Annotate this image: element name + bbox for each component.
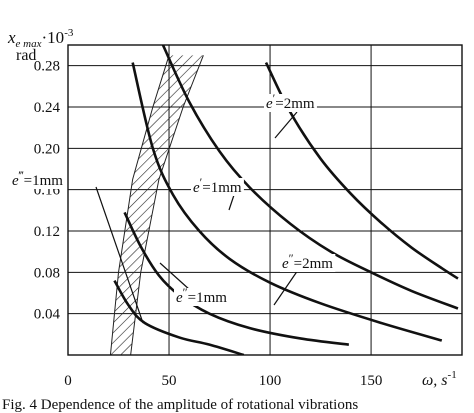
y-axis-exponent: -3 — [64, 27, 74, 39]
y-tick-label: 0.28 — [34, 59, 60, 75]
y-axis-subscript: e max — [16, 38, 42, 50]
y-axis-symbol: x — [7, 28, 16, 47]
annotation-leader — [273, 269, 299, 306]
x-tick-label: 150 — [360, 373, 383, 389]
annotation-rest: =2mm — [275, 96, 315, 112]
y-tick-label: 0.20 — [34, 141, 60, 157]
series-line-2 — [123, 211, 350, 346]
annotation-bg — [10, 171, 66, 189]
series-line-4 — [161, 45, 459, 310]
annotation-label: e′=1mm — [193, 175, 242, 196]
annotation-label: e′=2mm — [266, 91, 315, 112]
y-axis-title: xe max·10-3 — [7, 27, 74, 50]
annotation-4: e″=2mm — [273, 251, 336, 306]
annotation-rest: =1mm — [188, 290, 228, 306]
annotation-primes: ″ — [289, 251, 294, 265]
annotation-primes: ″ — [183, 285, 188, 299]
annotation-primes: ‴ — [19, 168, 24, 182]
x-tick-labels: 0 50 100 150 — [64, 373, 382, 389]
y-tick-label: 0.04 — [34, 307, 61, 323]
hatched-region-edge — [109, 55, 170, 355]
series-line-1 — [113, 279, 245, 355]
x-axis-title: ω, s-1 — [422, 369, 457, 389]
annotation-2: e″=1mm — [159, 262, 230, 306]
annotation-symbol: e — [282, 256, 289, 272]
annotation-bg — [191, 178, 244, 196]
annotation-5: e′=2mm — [264, 91, 317, 139]
y-tick-label: 0.08 — [34, 265, 60, 281]
y-tick-label: 0.12 — [34, 224, 60, 240]
hatched-region — [110, 55, 204, 355]
x-tick-label: 50 — [162, 373, 177, 389]
annotation-label: e″=2mm — [282, 251, 333, 272]
annotation-3: e′=1mm — [191, 175, 244, 211]
y-axis-multiplier: ·10 — [42, 28, 65, 47]
annotation-symbol: e — [193, 180, 200, 196]
annotation-leader — [95, 186, 144, 324]
y-tick-label: 0.24 — [34, 100, 61, 116]
figure-caption: Fig. 4 Dependence of the amplitude of ro… — [2, 397, 358, 413]
annotation-primes: ′ — [273, 91, 276, 105]
annotation-rest: =1mm — [202, 180, 242, 196]
series-line-3 — [131, 62, 443, 342]
annotation-symbol: e — [12, 173, 19, 189]
annotation-bg — [264, 94, 317, 112]
annotation-rest: =2mm — [294, 256, 334, 272]
annotation-primes: ′ — [200, 175, 203, 189]
annotation-leader — [274, 111, 298, 139]
annotation-bg — [280, 254, 336, 272]
annotation-symbol: e — [266, 96, 273, 112]
annotation-symbol: e — [176, 290, 183, 306]
y-axis-unit: rad — [16, 47, 36, 64]
x-tick-label: 0 — [64, 373, 72, 389]
series-line-5 — [264, 61, 459, 280]
y-tick-labels: 0.040.080.120.160.200.240.28 — [34, 59, 61, 323]
annotation-rest: =1mm — [24, 173, 64, 189]
hatched-region-layer — [109, 55, 204, 355]
annotation-1: e‴=1mm — [10, 168, 144, 324]
annotation-leader — [159, 262, 191, 291]
hatched-region-edge — [130, 55, 204, 355]
x-axis-label: ω, s — [422, 372, 448, 389]
x-axis-exponent: -1 — [448, 369, 457, 381]
x-tick-label: 100 — [259, 373, 282, 389]
annotation-label: e‴=1mm — [12, 168, 63, 189]
plot-frame — [67, 44, 463, 356]
annotation-label: e″=1mm — [176, 285, 227, 306]
annotation-bg — [174, 288, 230, 306]
